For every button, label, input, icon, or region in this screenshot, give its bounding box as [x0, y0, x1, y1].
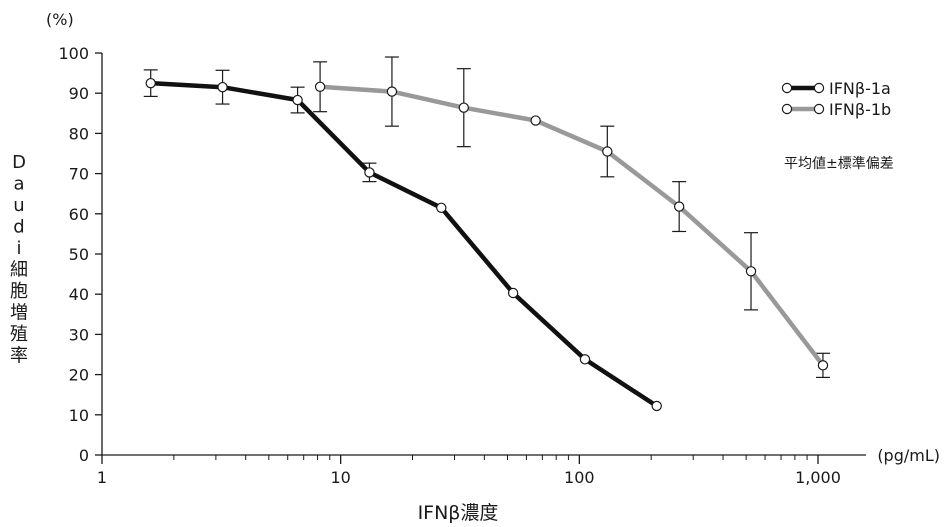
x-unit-label: (pg/mL) [877, 446, 940, 465]
x-axis-label: IFNβ濃度 [418, 502, 499, 524]
data-point [292, 94, 303, 106]
series-2 [313, 56, 830, 379]
legend-marker [781, 82, 793, 94]
series-1 [143, 69, 662, 412]
y-tick-label: 80 [69, 124, 89, 143]
legend-label: IFNβ-1b [829, 100, 891, 119]
y-tick-label: 100 [58, 44, 89, 63]
data-point [579, 354, 591, 365]
data-point [651, 400, 662, 412]
y-tick-label: 30 [69, 325, 89, 344]
legend-item: IFNβ-1a [781, 79, 891, 98]
series-line [317, 84, 826, 368]
data-point [217, 81, 228, 93]
annotation-text: 平均値±標準偏差 [784, 156, 894, 172]
y-tick-label: 10 [69, 406, 89, 425]
y-tick-label: 90 [69, 84, 89, 103]
data-point [507, 287, 519, 299]
y-tick-label: 20 [69, 366, 89, 385]
data-point [673, 201, 685, 212]
y-unit-label: (%) [46, 10, 74, 29]
x-ticks: 1 10 100 1,000 [97, 455, 841, 487]
y-ticks: 0 10 20 30 40 50 60 70 80 90 100 [58, 44, 102, 465]
data-point [458, 102, 469, 113]
y-tick-label: 40 [69, 285, 89, 304]
data-point [530, 115, 541, 126]
y-tick-label: 50 [69, 245, 89, 264]
legend-item: IFNβ-1b [781, 100, 891, 119]
legend-marker [813, 103, 825, 115]
x-tick-label: 1 [97, 468, 107, 487]
data-point [314, 81, 326, 92]
data-point [745, 266, 757, 277]
x-tick-label: 10 [330, 468, 350, 487]
series-line [148, 80, 659, 409]
data-point [436, 202, 447, 213]
data-point [145, 77, 156, 89]
legend-label: IFNβ-1a [829, 79, 891, 98]
series-layer [143, 56, 830, 412]
legend-marker [813, 82, 825, 94]
y-tick-label: 0 [79, 446, 89, 465]
x-tick-label: 100 [564, 468, 595, 487]
legend: IFNβ-1a IFNβ-1b [781, 79, 891, 119]
y-tick-label: 60 [69, 205, 89, 224]
legend-marker [781, 103, 793, 115]
data-point [817, 360, 829, 371]
y-tick-label: 70 [69, 165, 89, 184]
data-point [364, 167, 375, 178]
data-point [386, 86, 398, 97]
x-tick-label: 1,000 [795, 468, 841, 487]
data-point [602, 146, 613, 157]
